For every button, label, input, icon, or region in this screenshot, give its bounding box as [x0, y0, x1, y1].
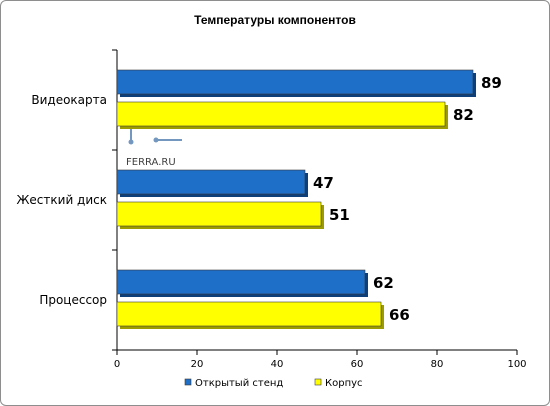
category-label: Видеокарта: [31, 93, 107, 107]
x-tick-label: 40: [271, 359, 284, 370]
data-label: 66: [389, 306, 410, 324]
data-label: 89: [481, 74, 502, 92]
data-label: 47: [313, 174, 334, 192]
x-tick-label: 80: [431, 359, 444, 370]
x-tick-label: 100: [507, 359, 526, 370]
x-tick-label: 60: [351, 359, 364, 370]
category-label: Жесткий диск: [17, 193, 108, 207]
axes: 0 20 40 60 80 100 Видеокарта Жесткий диск Процес…: [17, 49, 527, 370]
x-tick-label: 0: [114, 359, 120, 370]
legend-swatch: [314, 378, 322, 386]
legend-swatch: [184, 378, 192, 386]
legend-label: Корпус: [325, 378, 363, 389]
bar: [116, 101, 446, 127]
watermark-text: FERRA.RU: [126, 157, 176, 168]
bar: [116, 69, 474, 95]
data-label: 51: [329, 206, 350, 224]
x-tick-label: 20: [191, 359, 204, 370]
bar: [116, 269, 366, 295]
bar: [116, 301, 382, 327]
category-label: Процессор: [39, 293, 107, 307]
bars-group: 89 82 47 51 62 66: [116, 69, 502, 329]
bar: [116, 169, 306, 195]
data-label: 62: [373, 274, 394, 292]
legend-label: Открытый стенд: [195, 378, 283, 389]
data-label: 82: [453, 106, 474, 124]
chart-title: Температуры компонентов: [194, 13, 356, 27]
legend: Открытый стенд Корпус: [184, 378, 363, 389]
bar: [116, 201, 322, 227]
